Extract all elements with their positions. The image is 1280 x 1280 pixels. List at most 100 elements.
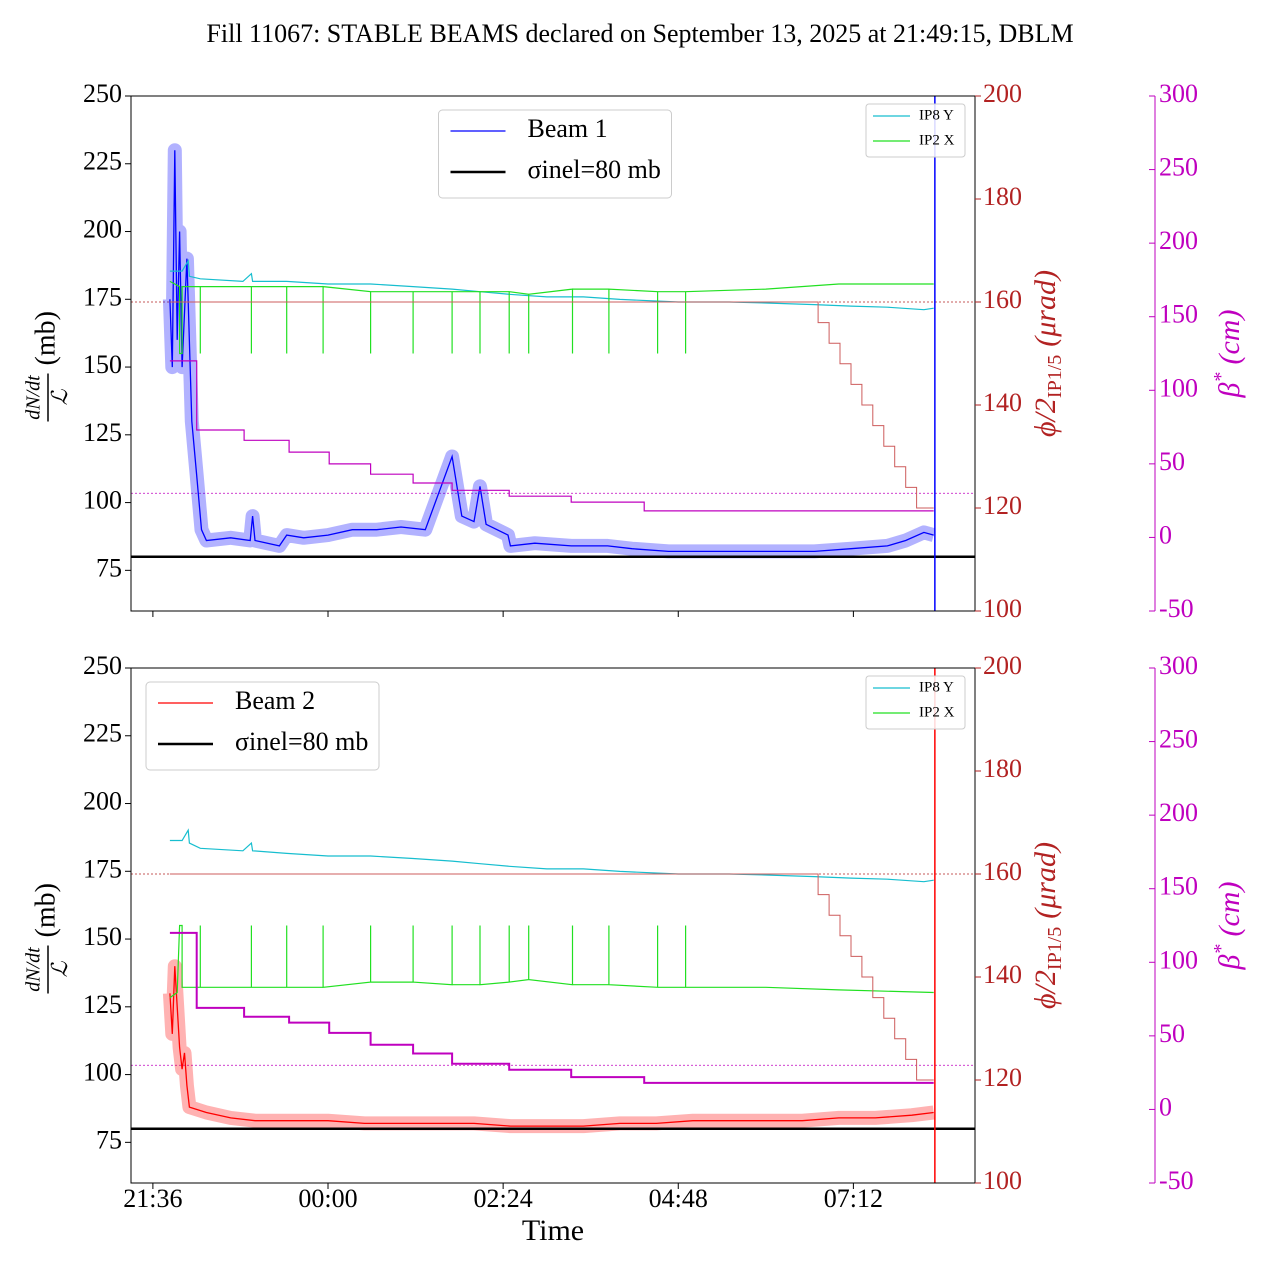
y-label-numerator: dN/dt <box>23 375 45 420</box>
y-tick-label: 100 <box>83 486 122 515</box>
panel: 75 100 125 150 175 200 225 250 100 120 140 160 180 20… <box>23 651 1246 1247</box>
legend-box <box>865 103 966 158</box>
y3-tick-label: 0 <box>1159 1092 1172 1121</box>
y3-tick-label: 200 <box>1159 226 1198 255</box>
legend-label: Beam 1 <box>528 114 608 143</box>
series-line <box>169 931 934 1084</box>
legend-box <box>438 109 672 199</box>
chart-title: Fill 11067: STABLE BEAMS declared on Sep… <box>206 19 1073 48</box>
y-tick-label: 100 <box>83 1058 122 1087</box>
y2-label-text: ϕ/2 <box>1029 398 1062 437</box>
y3-axis-label: β* (cm) <box>1210 310 1246 399</box>
y3-tick-label: 50 <box>1159 447 1185 476</box>
y3-label-text: β <box>1213 954 1246 970</box>
y3-label-unit: (cm) <box>1213 882 1246 937</box>
series-line <box>169 873 934 1081</box>
y2-axis-label: ϕ/2IP1/5 (μrad) <box>1029 270 1066 437</box>
legend-label: IP8 Y <box>919 679 954 695</box>
y-tick-label: 250 <box>83 651 122 680</box>
y-tick-label: 150 <box>83 922 122 951</box>
y-tick-label: 225 <box>83 147 122 176</box>
y3-label-sup: * <box>1210 373 1232 383</box>
plot-frame <box>130 667 976 1184</box>
y2-label-text: ϕ/2 <box>1029 970 1062 1009</box>
legend-label: σinel=80 mb <box>528 155 661 184</box>
y-tick-label: 225 <box>83 719 122 748</box>
y2-label-sub: IP1/5 <box>1044 355 1066 398</box>
y3-label-text: β <box>1213 382 1246 398</box>
y-tick-label: 75 <box>96 553 122 582</box>
y-tick-label: 125 <box>83 418 122 447</box>
y2-tick-label: 100 <box>983 1166 1022 1195</box>
y2-tick-label: 180 <box>983 754 1022 783</box>
y3-tick-label: 0 <box>1159 520 1172 549</box>
y-tick-label: 200 <box>83 214 122 243</box>
series-line <box>169 924 934 999</box>
plot-area <box>131 143 975 559</box>
y3-tick-label: 100 <box>1159 945 1198 974</box>
x-axis-label: Time <box>522 1214 584 1247</box>
y-label-unit: (mb) <box>30 883 61 937</box>
series-line <box>169 966 934 1127</box>
y2-tick-label: 120 <box>983 1063 1022 1092</box>
x-tick-label: 07:12 <box>824 1184 883 1213</box>
y2-tick-label: 160 <box>983 857 1022 886</box>
plot-area <box>131 828 975 1134</box>
legend-label: IP2 X <box>919 704 955 720</box>
series-line <box>169 360 934 512</box>
y3-tick-label: -50 <box>1159 594 1194 623</box>
y-tick-label: 250 <box>83 79 122 108</box>
legend-label: IP2 X <box>919 132 955 148</box>
y-label-numerator: dN/dt <box>23 947 45 992</box>
series-spread <box>162 143 936 559</box>
legend-label: IP8 Y <box>919 107 954 123</box>
y-axis-label: dN/dt ℒ (mb) <box>23 883 72 994</box>
y2-label-unit: (μrad) <box>1029 270 1062 347</box>
y-tick-label: 200 <box>83 786 122 815</box>
series-spread <box>162 959 935 1134</box>
y3-tick-label: 50 <box>1159 1019 1185 1048</box>
legend-small: IP8 Y IP2 X <box>865 675 966 730</box>
x-tick-label: 04:48 <box>649 1184 708 1213</box>
y2-label-unit: (μrad) <box>1029 842 1062 919</box>
y3-tick-label: 100 <box>1159 373 1198 402</box>
legend: Beam 1 σinel=80 mb <box>438 109 672 199</box>
y-label-denominator: ℒ <box>47 960 72 977</box>
y2-tick-label: 140 <box>983 388 1022 417</box>
y3-tick-label: 250 <box>1159 153 1198 182</box>
legend-label: Beam 2 <box>235 686 315 715</box>
y2-tick-label: 200 <box>983 651 1022 680</box>
legend: Beam 2 σinel=80 mb <box>145 681 380 771</box>
y-axis-label: dN/dt ℒ (mb) <box>23 311 72 422</box>
y3-tick-label: 300 <box>1159 651 1198 680</box>
x-tick-label: 00:00 <box>298 1184 357 1213</box>
y3-tick-label: 150 <box>1159 872 1198 901</box>
series-line <box>169 828 934 883</box>
series-line <box>169 280 934 355</box>
y3-label-unit: (cm) <box>1213 310 1246 365</box>
y3-axis-label: β* (cm) <box>1210 882 1246 971</box>
y3-label-sup: * <box>1210 945 1232 955</box>
panel: 75 100 125 150 175 200 225 250 100 120 140 160 180 20… <box>23 79 1246 623</box>
y2-tick-label: 160 <box>983 285 1022 314</box>
legend-box <box>865 675 966 730</box>
series-line <box>169 150 934 553</box>
legend-small: IP8 Y IP2 X <box>865 103 966 158</box>
series-line <box>169 258 934 311</box>
series-line <box>169 301 934 509</box>
y2-axis-label: ϕ/2IP1/5 (μrad) <box>1029 842 1066 1009</box>
y2-tick-label: 140 <box>983 960 1022 989</box>
y-tick-label: 125 <box>83 990 122 1019</box>
y-tick-label: 75 <box>96 1125 122 1154</box>
y3-tick-label: 300 <box>1159 79 1198 108</box>
x-tick-label: 21:36 <box>123 1184 182 1213</box>
y-tick-label: 175 <box>83 854 122 883</box>
y-tick-label: 175 <box>83 282 122 311</box>
legend-box <box>145 681 380 771</box>
y-label-unit: (mb) <box>30 311 61 365</box>
y3-tick-label: 200 <box>1159 798 1198 827</box>
y2-tick-label: 100 <box>983 594 1022 623</box>
y2-tick-label: 120 <box>983 491 1022 520</box>
y-label-denominator: ℒ <box>47 388 72 405</box>
